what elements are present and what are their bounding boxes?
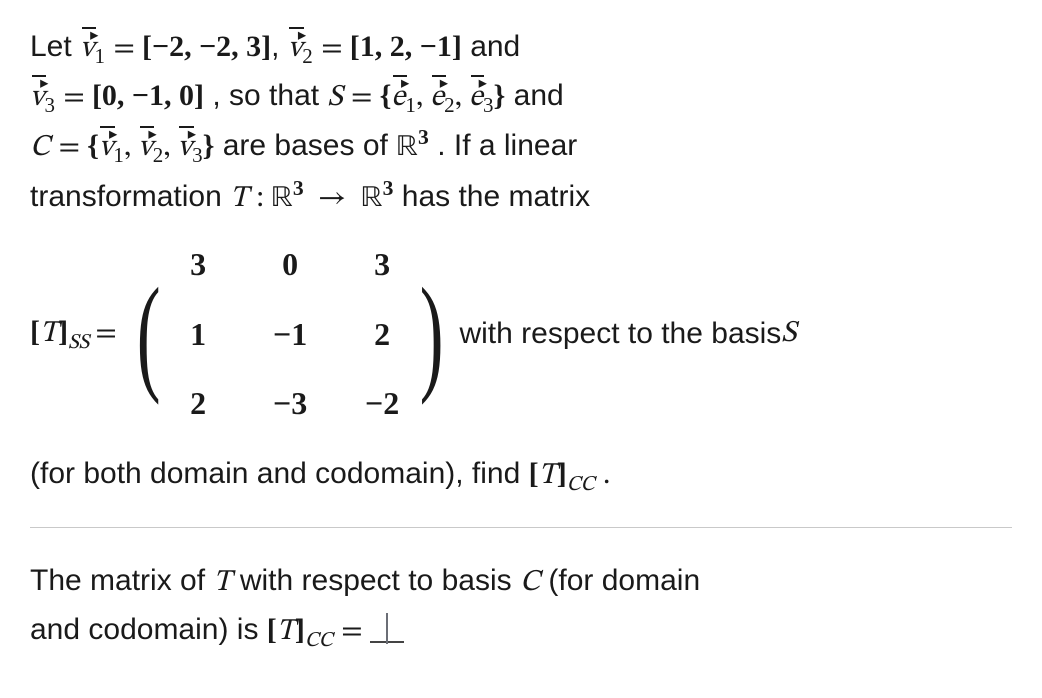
ans-p3: (for domain bbox=[548, 564, 700, 597]
m21: −3 bbox=[244, 369, 336, 439]
matrix-Tss: 3 0 3 1 −1 2 2 −3 −2 bbox=[152, 230, 428, 439]
v3-sym: v▸3 bbox=[30, 73, 55, 122]
v2-val: [1, 2, −1] bbox=[350, 30, 462, 63]
S-sym-1: S bbox=[327, 83, 342, 113]
text-iflinear: . If a linear bbox=[437, 129, 577, 162]
C-sym-1: C bbox=[30, 133, 50, 163]
v1-val: [−2, −2, 3] bbox=[142, 30, 271, 63]
line-4: transformation T : ℝ3 → ℝ3 has the matri… bbox=[30, 172, 1012, 223]
text-hasmatrix: has the matrix bbox=[402, 180, 590, 213]
eq-2: = bbox=[321, 34, 350, 64]
line-2: v▸3 = [0, −1, 0] , so that S = {e▸1, e▸2… bbox=[30, 73, 1012, 122]
m02: 3 bbox=[336, 230, 428, 300]
m12: 2 bbox=[336, 300, 428, 370]
arrow: → bbox=[312, 184, 352, 214]
S-sym-2: S bbox=[781, 311, 796, 358]
line-1: Let v▸1 = [−2, −2, 3], v▸2 = [1, 2, −1] … bbox=[30, 24, 1012, 73]
paren-left: ( bbox=[137, 276, 161, 393]
answer-line-2: and codomain) is [T]CC = bbox=[30, 607, 1012, 658]
ans-p2: with respect to basis bbox=[240, 564, 520, 597]
eq-7: = bbox=[341, 617, 370, 647]
text-cursor-icon bbox=[386, 613, 388, 645]
matrix-row-2: 2 −3 −2 bbox=[152, 369, 428, 439]
matrix-row: [T]SS = ( 3 0 3 1 −1 2 2 −3 −2 ) with re… bbox=[30, 230, 1012, 439]
text-domain: (for both domain and codomain), find bbox=[30, 457, 529, 490]
m00: 3 bbox=[152, 230, 244, 300]
paren-right: ) bbox=[420, 276, 444, 393]
answer-input[interactable] bbox=[370, 607, 404, 644]
C-sym-2: C bbox=[520, 568, 540, 598]
period-1: . bbox=[603, 461, 610, 491]
text-and2: and bbox=[514, 79, 564, 112]
eq-6: = bbox=[89, 311, 127, 358]
Tcc-label-2: [T]CC bbox=[267, 613, 341, 646]
text-wrt: with respect to the basis bbox=[459, 311, 781, 358]
R3-1: ℝ bbox=[396, 133, 418, 163]
problem-statement: Let v▸1 = [−2, −2, 3], v▸2 = [1, 2, −1] … bbox=[30, 24, 1012, 501]
v3-val: [0, −1, 0] bbox=[92, 79, 204, 112]
answer-section: The matrix of T with respect to basis C … bbox=[30, 558, 1012, 657]
m11: −1 bbox=[244, 300, 336, 370]
divider bbox=[30, 527, 1012, 528]
ans-p1: The matrix of bbox=[30, 564, 213, 597]
line-3: C = {v▸1, v▸2, v▸3} are bases of ℝ3 . If… bbox=[30, 121, 1012, 172]
eq-4: = bbox=[351, 83, 380, 113]
v2-sym: v▸2 bbox=[288, 24, 313, 73]
text-let: Let bbox=[30, 30, 80, 63]
colon: : bbox=[257, 184, 271, 214]
m01: 0 bbox=[244, 230, 336, 300]
eq-1: = bbox=[113, 34, 142, 64]
matrix-row-1: 1 −1 2 bbox=[152, 300, 428, 370]
Tcc-label-1: [T]CC bbox=[529, 457, 603, 490]
cube-2: 3 bbox=[293, 176, 304, 200]
cube-3: 3 bbox=[383, 176, 394, 200]
m22: −2 bbox=[336, 369, 428, 439]
v1-sym: v▸1 bbox=[80, 24, 105, 73]
text-bases: are bases of bbox=[223, 129, 396, 162]
answer-line-1: The matrix of T with respect to basis C … bbox=[30, 558, 1012, 607]
m20: 2 bbox=[152, 369, 244, 439]
R3-dom: ℝ bbox=[271, 184, 293, 214]
text-and1: and bbox=[470, 30, 520, 63]
R3-codom: ℝ bbox=[361, 184, 383, 214]
ans-p4: and codomain) is bbox=[30, 613, 267, 646]
matrix-row-0: 3 0 3 bbox=[152, 230, 428, 300]
T-sym-2: T bbox=[213, 568, 231, 598]
m10: 1 bbox=[152, 300, 244, 370]
line-final: (for both domain and codomain), find [T]… bbox=[30, 451, 1012, 502]
Tss-label: [T]SS bbox=[30, 309, 89, 360]
text-transformation: transformation bbox=[30, 180, 230, 213]
cube-1: 3 bbox=[418, 125, 429, 149]
eq-5: = bbox=[58, 133, 87, 163]
text-sothat: , so that bbox=[212, 79, 327, 112]
eq-3: = bbox=[63, 83, 92, 113]
T-sym-1: T bbox=[230, 184, 248, 214]
